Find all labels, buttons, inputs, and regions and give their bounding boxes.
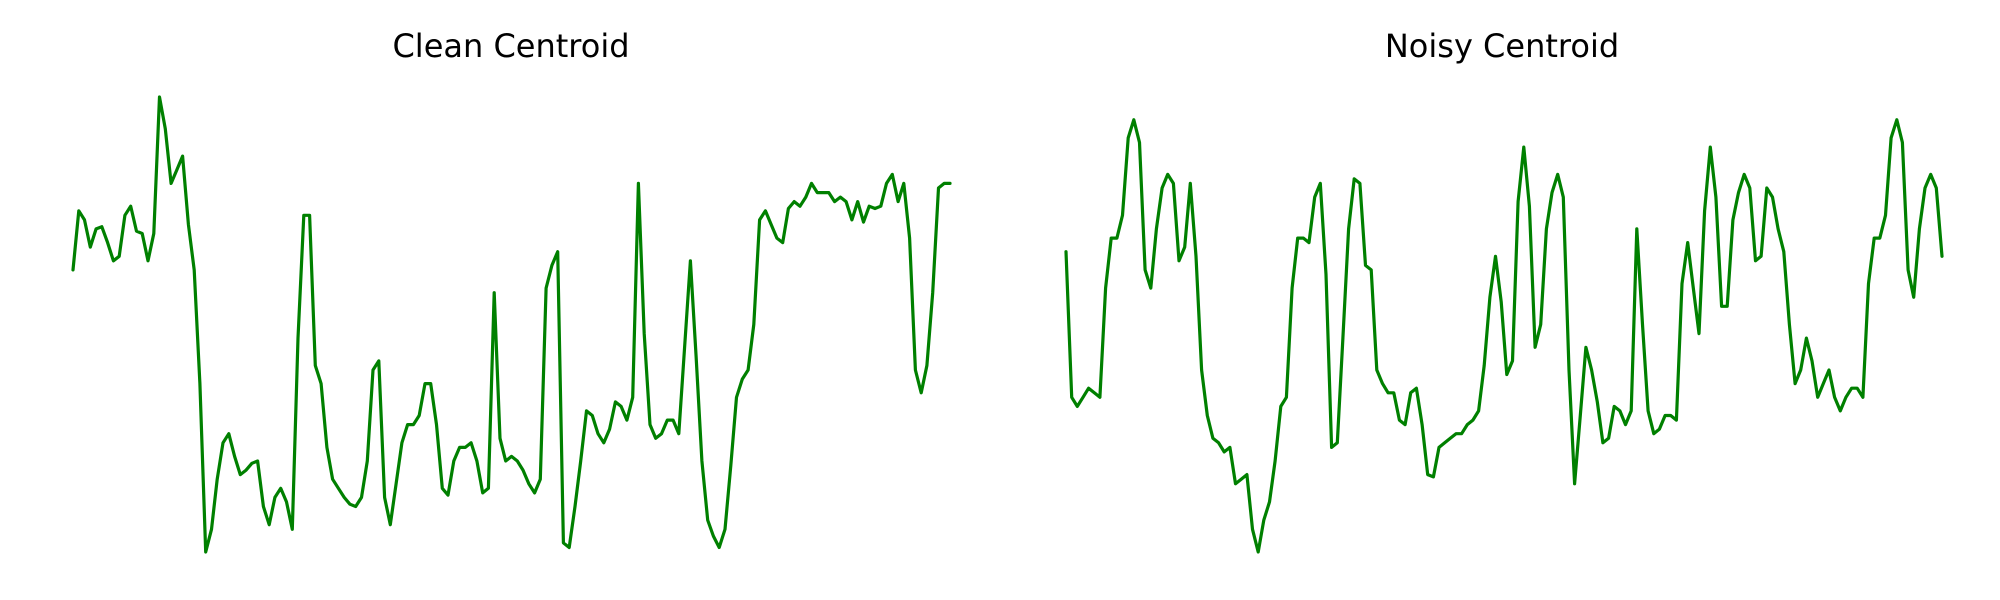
noisy-centroid-panel: Noisy Centroid — [1064, 27, 1944, 554]
noisy-centroid-series-line — [1064, 118, 1944, 554]
clean-centroid-series-line — [71, 95, 952, 554]
clean-centroid-title: Clean Centroid — [392, 27, 629, 65]
clean-centroid-panel: Clean Centroid — [71, 27, 952, 554]
noisy-centroid-title: Noisy Centroid — [1385, 27, 1619, 65]
